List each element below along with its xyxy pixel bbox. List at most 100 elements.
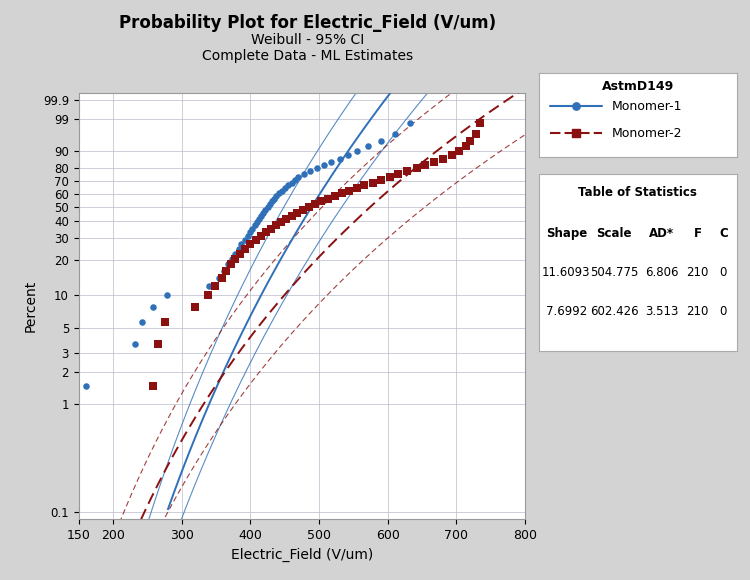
Point: [384, 172, 396, 182]
Point: [326, 157, 338, 166]
Point: [334, 154, 346, 164]
Point: [152, 340, 164, 349]
Text: C: C: [719, 227, 728, 240]
Point: [254, 214, 266, 223]
Point: [215, 273, 227, 282]
Point: [274, 218, 286, 227]
Y-axis label: Percent: Percent: [23, 280, 38, 332]
Point: [239, 244, 251, 253]
Point: [358, 180, 370, 190]
Point: [262, 202, 274, 212]
Point: [158, 318, 170, 327]
Text: 3.513: 3.513: [645, 305, 679, 318]
Text: AD*: AD*: [650, 227, 674, 240]
Point: [129, 340, 141, 349]
Point: [232, 244, 244, 253]
Point: [242, 231, 254, 241]
Point: [271, 191, 283, 201]
Point: [419, 161, 431, 170]
Point: [214, 273, 226, 282]
Text: 7.6992: 7.6992: [546, 305, 587, 318]
Point: [470, 129, 482, 139]
Point: [286, 178, 298, 187]
Point: [234, 249, 246, 258]
Text: Probability Plot for Electric_Field (V/um): Probability Plot for Electric_Field (V/u…: [119, 14, 496, 32]
Point: [268, 194, 280, 204]
Point: [279, 183, 291, 193]
Point: [248, 221, 260, 230]
Point: [230, 249, 242, 258]
Point: [220, 266, 232, 276]
Point: [225, 260, 237, 269]
Point: [244, 240, 256, 249]
Point: [436, 154, 448, 164]
Point: [453, 146, 465, 155]
Point: [263, 200, 275, 209]
Point: [280, 214, 292, 223]
Text: 6.806: 6.806: [645, 266, 679, 279]
Point: [251, 218, 263, 227]
Point: [392, 169, 404, 179]
Point: [218, 266, 230, 276]
Text: Monomer-1: Monomer-1: [612, 100, 682, 113]
Point: [311, 164, 323, 173]
Point: [147, 382, 159, 391]
Text: 504.775: 504.775: [590, 266, 638, 279]
Point: [202, 291, 214, 300]
Point: [266, 197, 278, 206]
Point: [362, 142, 374, 151]
Point: [255, 231, 267, 241]
Point: [298, 169, 310, 179]
Point: [309, 200, 321, 209]
Point: [318, 161, 330, 170]
Point: [292, 172, 304, 182]
Point: [147, 302, 159, 311]
Text: 11.6093: 11.6093: [542, 266, 590, 279]
Text: 602.426: 602.426: [590, 305, 638, 318]
Text: Complete Data - ML Estimates: Complete Data - ML Estimates: [202, 49, 413, 63]
Point: [474, 118, 486, 128]
Point: [260, 228, 272, 237]
Point: [260, 205, 272, 215]
Point: [286, 211, 298, 220]
Point: [342, 150, 354, 160]
Point: [328, 191, 340, 201]
Text: 210: 210: [686, 266, 709, 279]
Point: [428, 157, 440, 166]
Point: [247, 224, 259, 234]
Point: [239, 235, 251, 245]
Text: Table of Statistics: Table of Statistics: [578, 186, 698, 200]
Point: [315, 197, 327, 206]
Point: [270, 221, 282, 230]
Point: [230, 254, 242, 263]
Point: [265, 224, 277, 234]
Point: [344, 186, 355, 195]
Text: F: F: [694, 227, 701, 240]
Point: [244, 228, 256, 237]
Point: [322, 194, 334, 204]
Point: [446, 150, 458, 160]
Text: 210: 210: [686, 305, 709, 318]
Text: 0: 0: [720, 305, 727, 318]
Point: [388, 129, 400, 139]
Point: [291, 208, 303, 218]
Point: [282, 180, 294, 190]
X-axis label: Electric_Field (V/um): Electric_Field (V/um): [231, 548, 373, 561]
Point: [190, 302, 202, 311]
Point: [375, 136, 387, 146]
Point: [289, 175, 301, 184]
Text: Shape: Shape: [546, 227, 587, 240]
Point: [236, 240, 248, 249]
Point: [223, 260, 235, 269]
Point: [276, 186, 288, 195]
Point: [303, 202, 315, 212]
Point: [410, 164, 422, 173]
Text: AstmD149: AstmD149: [602, 80, 674, 93]
Text: Scale: Scale: [596, 227, 632, 240]
Point: [460, 142, 472, 151]
Point: [250, 235, 262, 245]
Point: [401, 166, 413, 176]
Point: [351, 183, 363, 193]
Point: [255, 211, 267, 220]
Point: [336, 188, 348, 198]
